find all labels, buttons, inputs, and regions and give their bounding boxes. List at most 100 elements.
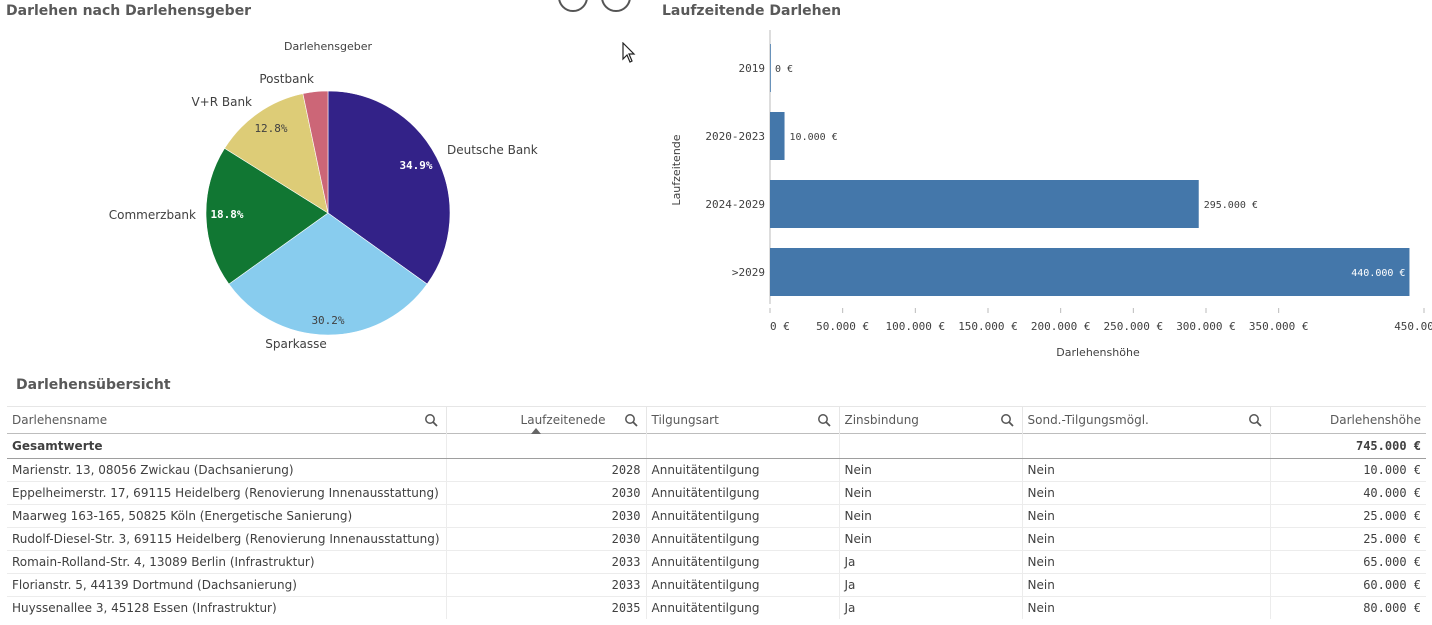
cell-zinsbindung: Nein <box>839 458 1023 482</box>
pie-percent-label: 12.8% <box>254 122 287 135</box>
pie-percent-label: 34.9% <box>399 159 432 172</box>
pie-slice-sparkasse[interactable] <box>228 212 428 336</box>
bar-chart-title: Laufzeitende Darlehen <box>662 3 842 19</box>
table-row[interactable]: Romain-Rolland-Str. 4, 13089 Berlin (Inf… <box>7 550 1426 574</box>
cell-laufzeitende: 2030 <box>446 481 647 505</box>
bar-category-label: 2024-2029 <box>705 198 765 211</box>
pie-slice-postbank[interactable] <box>302 90 329 214</box>
bar-2019[interactable] <box>770 44 771 92</box>
search-icon[interactable] <box>624 413 638 427</box>
cell-sondertilgung: Nein <box>1022 481 1271 505</box>
x-axis-tick-label: 350.000 € <box>1249 320 1309 333</box>
column-header-darlehenshoehe[interactable]: Darlehenshöhe <box>1270 406 1426 434</box>
cell-darlehenshoehe: 25.000 € <box>1270 504 1426 528</box>
pie-category-label: Postbank <box>259 72 314 86</box>
cell-darlehenshoehe: 25.000 € <box>1270 527 1426 551</box>
cell-zinsbindung: Ja <box>839 550 1023 574</box>
pie-category-label: Deutsche Bank <box>447 143 538 157</box>
cell-sondertilgung: Nein <box>1022 573 1271 597</box>
search-icon[interactable] <box>1248 413 1262 427</box>
cell-laufzeitende: 2030 <box>446 504 647 528</box>
y-axis-title: Laufzeitende <box>670 134 683 205</box>
cell-darlehenshoehe: 10.000 € <box>1270 458 1426 482</box>
cell-laufzeitende: 2033 <box>446 550 647 574</box>
column-header-label: Darlehensname <box>12 413 108 428</box>
pie-category-label: Sparkasse <box>265 337 327 351</box>
column-header-label: Laufzeitenede <box>520 413 606 428</box>
bar-value-label: 295.000 € <box>1204 200 1258 211</box>
bar-value-label: 0 € <box>775 64 793 75</box>
cell-zinsbindung: Nein <box>839 481 1023 505</box>
loan-table: Darlehensname Laufzeitenede Tilgungsart … <box>7 406 1426 619</box>
bar-value-label: 440.000 € <box>1351 268 1405 279</box>
cell-darlehensname: Eppelheimerstr. 17, 69115 Heidelberg (Re… <box>7 481 447 505</box>
cell-laufzeitende: 2028 <box>446 458 647 482</box>
cell-darlehenshoehe: 40.000 € <box>1270 481 1426 505</box>
cell-sondertilgung: Nein <box>1022 504 1271 528</box>
pie-slice-deutsche-bank[interactable] <box>327 90 451 285</box>
table-row[interactable]: Rudolf-Diesel-Str. 3, 69115 Heidelberg (… <box>7 527 1426 551</box>
x-axis-tick-label: 200.000 € <box>1031 320 1091 333</box>
cell-darlehensname: Huyssenallee 3, 45128 Essen (Infrastrukt… <box>7 596 447 619</box>
table-row[interactable]: Marienstr. 13, 08056 Zwickau (Dachsanier… <box>7 458 1426 482</box>
column-header-zinsbindung[interactable]: Zinsbindung <box>839 406 1023 434</box>
pie-category-label: V+R Bank <box>191 95 252 109</box>
cell-darlehensname: Romain-Rolland-Str. 4, 13089 Berlin (Inf… <box>7 550 447 574</box>
cell-zinsbindung: Ja <box>839 573 1023 597</box>
cell-darlehenshoehe: 60.000 € <box>1270 573 1426 597</box>
column-header-darlehensname[interactable]: Darlehensname <box>7 406 447 434</box>
column-header-label: Sond.-Tilgungsmögl. <box>1027 413 1149 428</box>
cell-sondertilgung: Nein <box>1022 458 1271 482</box>
table-row[interactable]: Huyssenallee 3, 45128 Essen (Infrastrukt… <box>7 596 1426 619</box>
table-row[interactable]: Florianstr. 5, 44139 Dortmund (Dachsanie… <box>7 573 1426 597</box>
search-icon[interactable] <box>424 413 438 427</box>
x-axis-tick-label: 150.000 € <box>958 320 1018 333</box>
bar-chart[interactable]: 2019 0 € 2020-2023 10.000 € 2024-2029 295.000… <box>660 30 1432 370</box>
nav-circle-button-right[interactable] <box>601 0 631 12</box>
search-icon[interactable] <box>1000 413 1014 427</box>
sort-ascending-icon <box>530 428 541 434</box>
pie-legend-title: Darlehensgeber <box>284 40 372 53</box>
column-header-sondertilgung[interactable]: Sond.-Tilgungsmögl. <box>1022 406 1271 434</box>
pie-chart[interactable]: Darlehensgeber Deutsche Bank 34.9% Sparkas… <box>0 30 650 360</box>
pie-percent-label: 18.8% <box>210 208 243 221</box>
table-row[interactable]: Eppelheimerstr. 17, 69115 Heidelberg (Re… <box>7 481 1426 505</box>
table-row[interactable]: Maarweg 163-165, 50825 Köln (Energetisch… <box>7 504 1426 528</box>
bar-2029[interactable] <box>770 248 1410 296</box>
bar-value-label: 10.000 € <box>790 132 838 143</box>
search-icon[interactable] <box>817 413 831 427</box>
bar-2020-2023[interactable] <box>770 112 785 160</box>
cell-darlehenshoehe: 65.000 € <box>1270 550 1426 574</box>
x-axis-tick-label: 250.000 € <box>1104 320 1164 333</box>
column-header-label: Zinsbindung <box>844 413 919 428</box>
cell-darlehensname: Rudolf-Diesel-Str. 3, 69115 Heidelberg (… <box>7 527 447 551</box>
cell-sondertilgung: Nein <box>1022 527 1271 551</box>
pie-slice-commerzbank[interactable] <box>205 147 329 285</box>
x-axis-tick-label: 450.000 € <box>1394 320 1432 333</box>
column-header-label: Darlehenshöhe <box>1329 413 1421 428</box>
table-total-row: Gesamtwerte 745.000 € <box>7 433 1426 459</box>
cell-tilgungsart: Annuitätentilgung <box>646 458 840 482</box>
cell-tilgungsart: Annuitätentilgung <box>646 573 840 597</box>
cell-laufzeitende: 2035 <box>446 596 647 619</box>
mouse-cursor-icon <box>622 42 636 63</box>
table-title: Darlehensübersicht <box>16 377 171 393</box>
cell-sondertilgung: Nein <box>1022 550 1271 574</box>
cell-laufzeitende: 2030 <box>446 527 647 551</box>
column-header-laufzeitende[interactable]: Laufzeitenede <box>446 406 647 434</box>
cell-darlehensname: Florianstr. 5, 44139 Dortmund (Dachsanie… <box>7 573 447 597</box>
pie-category-label: Commerzbank <box>109 208 196 222</box>
x-axis-tick-label: 100.000 € <box>886 320 946 333</box>
pie-chart-title: Darlehen nach Darlehensgeber <box>6 3 252 19</box>
bar-category-label: 2019 <box>739 62 766 75</box>
pie-slice-v-r-bank[interactable] <box>224 93 329 214</box>
x-axis-tick-label: 50.000 € <box>816 320 869 333</box>
x-axis-tick-label: 0 € <box>770 320 790 333</box>
x-axis-title: Darlehenshöhe <box>1056 346 1140 359</box>
column-header-tilgungsart[interactable]: Tilgungsart <box>646 406 840 434</box>
total-value: 745.000 € <box>1270 433 1426 459</box>
bar-2024-2029[interactable] <box>770 180 1199 228</box>
cell-tilgungsart: Annuitätentilgung <box>646 481 840 505</box>
nav-circle-button-left[interactable] <box>558 0 588 12</box>
cell-tilgungsart: Annuitätentilgung <box>646 504 840 528</box>
